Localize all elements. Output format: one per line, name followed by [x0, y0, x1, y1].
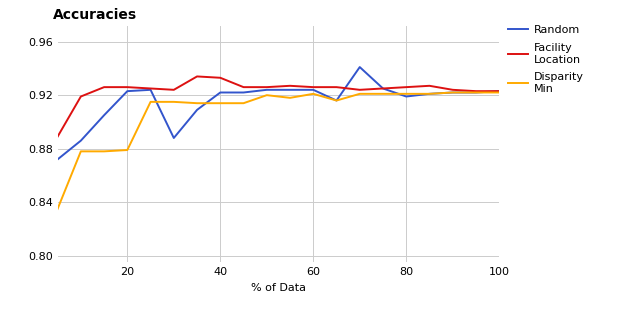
- Disparity
Min: [147, 100, 154, 104]
- Disparity
Min: [309, 92, 317, 96]
- Facility
Location: [124, 85, 131, 89]
- Facility
Location: [77, 95, 84, 99]
- Disparity
Min: [216, 101, 224, 105]
- Facility
Location: [356, 88, 364, 92]
- Facility
Location: [54, 135, 61, 139]
- Random: [286, 88, 294, 92]
- Random: [472, 91, 480, 94]
- Facility
Location: [193, 75, 201, 78]
- Facility
Location: [263, 85, 271, 89]
- Disparity
Min: [263, 93, 271, 97]
- Disparity
Min: [240, 101, 248, 105]
- Random: [147, 88, 154, 92]
- Random: [170, 136, 178, 140]
- Disparity
Min: [403, 92, 410, 96]
- Disparity
Min: [77, 149, 84, 153]
- Random: [333, 99, 340, 102]
- Facility
Location: [379, 86, 387, 90]
- X-axis label: % of Data: % of Data: [251, 283, 306, 293]
- Disparity
Min: [100, 149, 108, 153]
- Facility
Location: [286, 84, 294, 88]
- Disparity
Min: [333, 99, 340, 102]
- Facility
Location: [240, 85, 248, 89]
- Disparity
Min: [356, 92, 364, 96]
- Random: [309, 88, 317, 92]
- Line: Random: Random: [58, 67, 499, 159]
- Line: Facility
Location: Facility Location: [58, 76, 499, 137]
- Disparity
Min: [449, 91, 456, 94]
- Text: Accuracies: Accuracies: [53, 8, 138, 22]
- Random: [77, 139, 84, 143]
- Facility
Location: [333, 85, 340, 89]
- Disparity
Min: [286, 96, 294, 100]
- Facility
Location: [426, 84, 433, 88]
- Disparity
Min: [379, 92, 387, 96]
- Disparity
Min: [124, 148, 131, 152]
- Disparity
Min: [472, 91, 480, 94]
- Random: [124, 89, 131, 93]
- Random: [449, 91, 456, 94]
- Facility
Location: [147, 86, 154, 90]
- Legend: Random, Facility
Location, Disparity
Min: Random, Facility Location, Disparity Min: [504, 21, 588, 99]
- Random: [426, 92, 433, 96]
- Disparity
Min: [54, 207, 61, 211]
- Random: [54, 157, 61, 161]
- Disparity
Min: [495, 91, 503, 94]
- Facility
Location: [309, 85, 317, 89]
- Random: [216, 91, 224, 94]
- Random: [263, 88, 271, 92]
- Facility
Location: [216, 76, 224, 80]
- Facility
Location: [472, 89, 480, 93]
- Random: [356, 65, 364, 69]
- Disparity
Min: [170, 100, 178, 104]
- Random: [495, 89, 503, 93]
- Facility
Location: [100, 85, 108, 89]
- Facility
Location: [403, 85, 410, 89]
- Random: [379, 86, 387, 90]
- Random: [100, 113, 108, 117]
- Disparity
Min: [426, 92, 433, 96]
- Random: [240, 91, 248, 94]
- Line: Disparity
Min: Disparity Min: [58, 92, 499, 209]
- Random: [403, 95, 410, 99]
- Random: [193, 108, 201, 112]
- Facility
Location: [170, 88, 178, 92]
- Disparity
Min: [193, 101, 201, 105]
- Facility
Location: [495, 89, 503, 93]
- Facility
Location: [449, 88, 456, 92]
